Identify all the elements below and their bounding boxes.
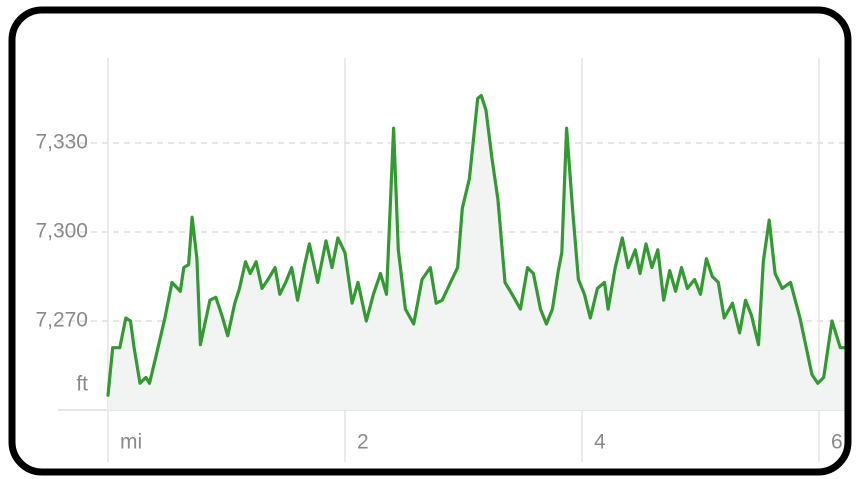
plot-area: 7,270 7,300 7,330 ft mi 2 4 6 [35,58,845,462]
x-tick-label: mi [120,431,142,454]
x-tick-label: 4 [594,431,606,454]
y-unit-label: ft [76,373,88,396]
elevation-line [106,93,845,397]
x-tick-label: 2 [357,431,369,454]
y-tick-label: 7,330 [35,131,88,154]
card-border [8,6,852,476]
y-tick-label: 7,300 [35,220,88,243]
elevation-area [108,95,845,410]
y-tick-label: 7,270 [35,309,88,332]
x-tick-label: 6 [831,431,843,454]
